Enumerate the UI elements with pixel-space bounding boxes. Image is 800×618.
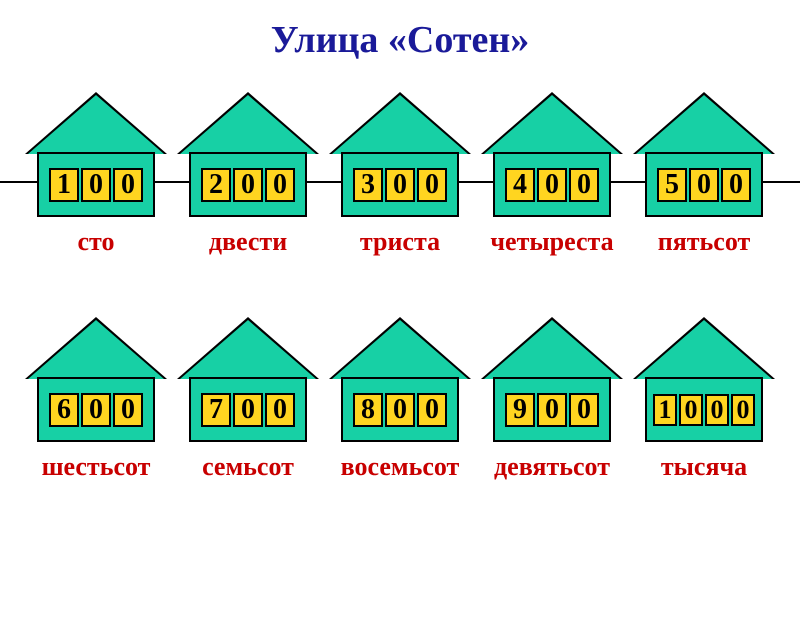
number-display: 300 (353, 168, 447, 202)
digit-cell: 0 (113, 393, 143, 427)
roof-icon (484, 320, 620, 379)
number-display: 100 (49, 168, 143, 202)
house-shape: 800 (329, 317, 471, 442)
roof-icon (332, 95, 468, 154)
digit-cell: 0 (385, 168, 415, 202)
house-label: восемьсот (341, 452, 460, 482)
digit-cell: 5 (657, 168, 687, 202)
digit-cell: 0 (705, 394, 729, 426)
digit-cell: 2 (201, 168, 231, 202)
roof-icon (636, 320, 772, 379)
number-display: 900 (505, 393, 599, 427)
number-display: 800 (353, 393, 447, 427)
house-body: 100 (37, 152, 155, 217)
roof-icon (180, 320, 316, 379)
house: 400 четыреста (481, 92, 623, 257)
house-shape: 200 (177, 92, 319, 217)
house: 1000тысяча (633, 317, 775, 482)
number-display: 1000 (653, 394, 755, 426)
house: 500 пятьсот (633, 92, 775, 257)
digit-cell: 0 (113, 168, 143, 202)
house-label: пятьсот (658, 227, 751, 257)
house-body: 600 (37, 377, 155, 442)
house-body: 500 (645, 152, 763, 217)
house-shape: 100 (25, 92, 167, 217)
number-display: 400 (505, 168, 599, 202)
digit-cell: 0 (731, 394, 755, 426)
number-display: 700 (201, 393, 295, 427)
house-body: 400 (493, 152, 611, 217)
house: 900 девятьсот (481, 317, 623, 482)
roof-icon (332, 320, 468, 379)
house: 300 триста (329, 92, 471, 257)
house-label: девятьсот (494, 452, 610, 482)
digit-cell: 4 (505, 168, 535, 202)
house-body: 200 (189, 152, 307, 217)
house-body: 1000 (645, 377, 763, 442)
digit-cell: 8 (353, 393, 383, 427)
house-body: 300 (341, 152, 459, 217)
house: 100 сто (25, 92, 167, 257)
house-shape: 300 (329, 92, 471, 217)
row-top: 100сто200двести300триста400четыреста500п… (0, 92, 800, 257)
digit-cell: 0 (569, 393, 599, 427)
digit-cell: 0 (233, 393, 263, 427)
digit-cell: 0 (689, 168, 719, 202)
digit-cell: 1 (653, 394, 677, 426)
digit-cell: 1 (49, 168, 79, 202)
house-shape: 400 (481, 92, 623, 217)
house: 200 двести (177, 92, 319, 257)
digit-cell: 0 (81, 168, 111, 202)
digit-cell: 0 (385, 393, 415, 427)
roof-icon (180, 95, 316, 154)
house-label: четыреста (490, 227, 613, 257)
house-label: тысяча (661, 452, 747, 482)
house-shape: 600 (25, 317, 167, 442)
digit-cell: 0 (265, 168, 295, 202)
house-label: шестьсот (42, 452, 151, 482)
number-display: 500 (657, 168, 751, 202)
number-display: 600 (49, 393, 143, 427)
digit-cell: 9 (505, 393, 535, 427)
digit-cell: 3 (353, 168, 383, 202)
digit-cell: 7 (201, 393, 231, 427)
page-title: Улица «Сотен» (0, 18, 800, 62)
digit-cell: 6 (49, 393, 79, 427)
house-label: сто (78, 227, 115, 257)
house-label: триста (360, 227, 440, 257)
roof-icon (28, 320, 164, 379)
roof-icon (636, 95, 772, 154)
house-shape: 1000 (633, 317, 775, 442)
digit-cell: 0 (233, 168, 263, 202)
digit-cell: 0 (537, 168, 567, 202)
house-body: 700 (189, 377, 307, 442)
digit-cell: 0 (265, 393, 295, 427)
digit-cell: 0 (721, 168, 751, 202)
row-bottom: 600шестьсот700семьсот800восемьсот900девя… (0, 317, 800, 482)
digit-cell: 0 (417, 393, 447, 427)
roof-icon (28, 95, 164, 154)
house-body: 900 (493, 377, 611, 442)
roof-icon (484, 95, 620, 154)
house-body: 800 (341, 377, 459, 442)
digit-cell: 0 (81, 393, 111, 427)
digit-cell: 0 (537, 393, 567, 427)
house-label: двести (209, 227, 287, 257)
digit-cell: 0 (679, 394, 703, 426)
house-shape: 900 (481, 317, 623, 442)
house: 700 семьсот (177, 317, 319, 482)
house-shape: 700 (177, 317, 319, 442)
number-display: 200 (201, 168, 295, 202)
house: 600 шестьсот (25, 317, 167, 482)
digit-cell: 0 (417, 168, 447, 202)
digit-cell: 0 (569, 168, 599, 202)
house-label: семьсот (202, 452, 294, 482)
house: 800 восемьсот (329, 317, 471, 482)
house-shape: 500 (633, 92, 775, 217)
